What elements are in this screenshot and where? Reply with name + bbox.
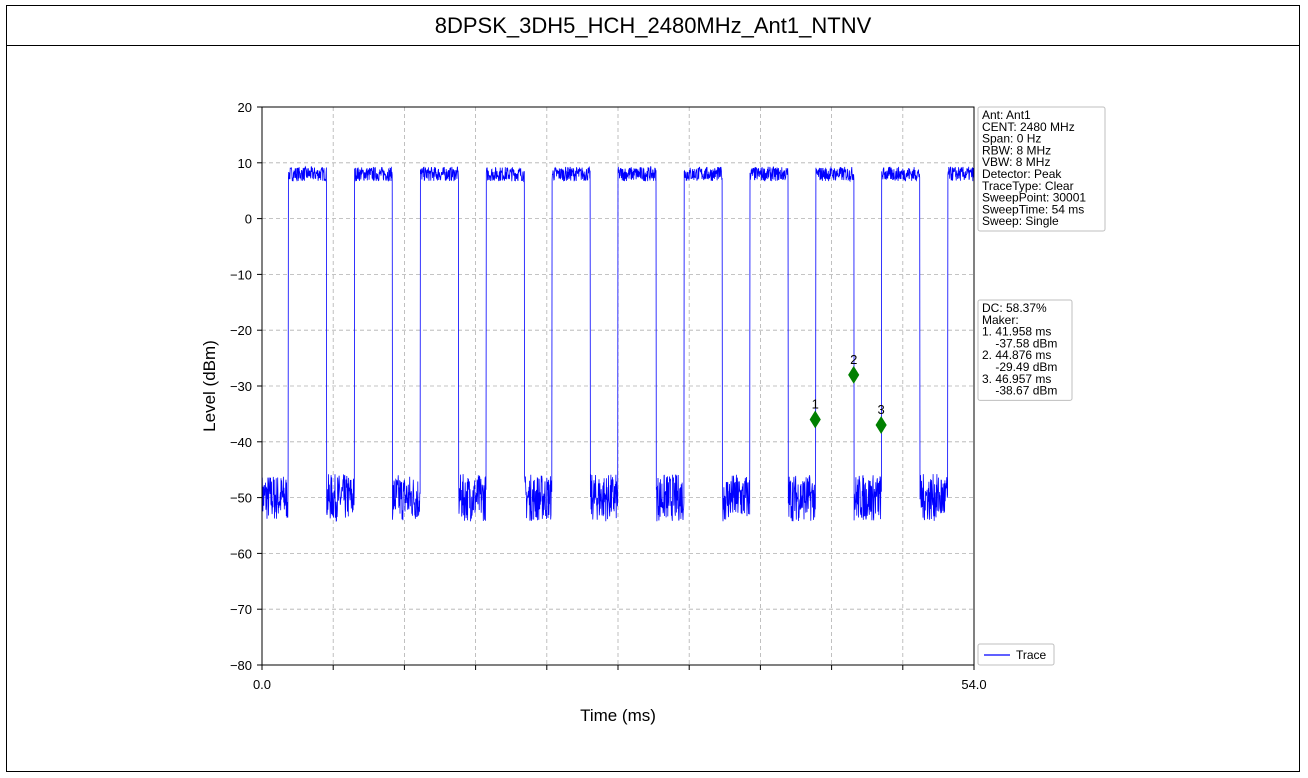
y-tick-label: −50: [230, 491, 252, 506]
info-line: CENT: 2480 MHz: [982, 120, 1075, 134]
info-line: Span: 0 Hz: [982, 132, 1041, 146]
info-line: 2. 44.876 ms: [982, 348, 1051, 362]
trace-layer: [261, 165, 975, 522]
axis-ticks: 0.0 54.0 20 10 0 −10 −20 −30 −40 −50 −60 −70 −80: [230, 100, 987, 692]
info-line: DC: 58.37%: [982, 301, 1047, 315]
markers: 1 2 3: [809, 352, 887, 435]
info-line: Detector: Peak: [982, 167, 1062, 181]
y-tick-label: 20: [238, 100, 252, 115]
marker-diamond: [809, 410, 821, 429]
info-line: VBW: 8 MHz: [982, 155, 1050, 169]
info-box-frame: [977, 106, 1106, 232]
info-line: 3. 46.957 ms: [982, 372, 1051, 386]
marker-diamond: [875, 416, 887, 435]
info-line: -38.67 dBm: [982, 384, 1057, 398]
y-tick-label: −20: [230, 323, 252, 338]
legend: Trace: [977, 643, 1055, 666]
y-tick-label: −10: [230, 267, 252, 282]
y-axis-label: Level (dBm): [200, 340, 219, 432]
marker-info-box: DC: 58.37%Maker:1. 41.958 ms -37.58 dBm2…: [977, 299, 1073, 401]
info-line: 1. 41.958 ms: [982, 325, 1051, 339]
trace-line: [261, 165, 975, 522]
y-tick-label: −30: [230, 379, 252, 394]
y-tick-label: 0: [245, 212, 252, 227]
info-line: SweepPoint: 30001: [982, 191, 1086, 205]
info-line: RBW: 8 MHz: [982, 143, 1051, 157]
x-tick-label: 54.0: [961, 677, 986, 692]
info-line: Ant: Ant1: [982, 108, 1031, 122]
chart-title: 8DPSK_3DH5_HCH_2480MHz_Ant1_NTNV: [7, 6, 1299, 46]
y-tick-label: −70: [230, 602, 252, 617]
grid: [262, 107, 974, 665]
info-line: TraceType: Clear: [982, 179, 1074, 193]
marker-label: 2: [850, 352, 857, 367]
y-tick-label: −80: [230, 658, 252, 673]
marker-label: 1: [812, 396, 819, 411]
marker-label: 3: [878, 402, 885, 417]
legend-label: Trace: [1016, 648, 1047, 662]
legend-frame: [977, 643, 1055, 666]
marker-diamond: [848, 365, 860, 384]
x-axis-label: Time (ms): [580, 706, 656, 725]
info-line: -37.58 dBm: [982, 336, 1057, 350]
info-box-frame: [977, 299, 1073, 401]
info-line: SweepTime: 54 ms: [982, 202, 1084, 216]
info-line: Maker:: [982, 313, 1019, 327]
y-tick-label: −40: [230, 435, 252, 450]
y-tick-label: −60: [230, 546, 252, 561]
info-line: Sweep: Single: [982, 214, 1059, 228]
info-line: -29.49 dBm: [982, 360, 1057, 374]
x-tick-label: 0.0: [253, 677, 271, 692]
y-tick-label: 10: [238, 156, 252, 171]
